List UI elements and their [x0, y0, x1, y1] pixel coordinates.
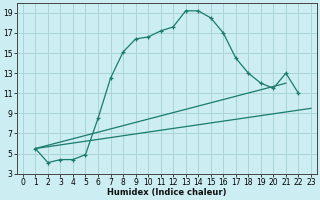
- X-axis label: Humidex (Indice chaleur): Humidex (Indice chaleur): [107, 188, 227, 197]
